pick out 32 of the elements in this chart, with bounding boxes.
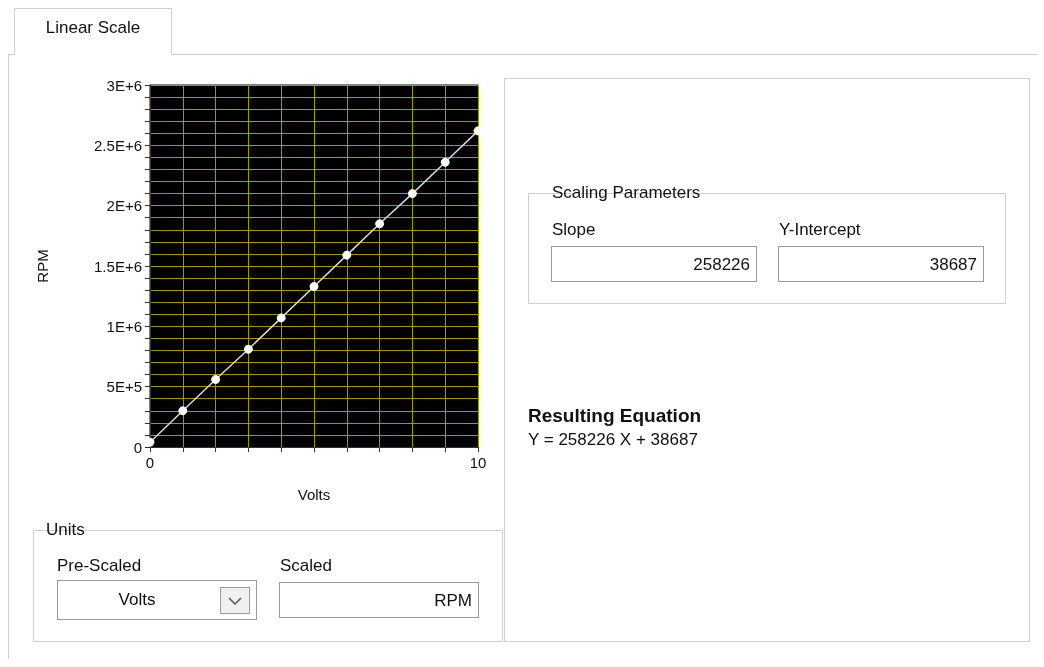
text: Units xyxy=(46,520,86,540)
y-tick-label: 5E+5 xyxy=(106,378,142,396)
x-axis-title: Volts xyxy=(297,486,331,503)
point xyxy=(375,219,385,229)
point xyxy=(309,282,319,292)
text: 38687 xyxy=(778,246,984,282)
point xyxy=(342,250,352,260)
text: RPM xyxy=(279,582,479,618)
text: Y = 258226 X + 38687 xyxy=(528,430,699,450)
text: 258226 xyxy=(551,246,757,282)
text: Slope xyxy=(552,220,597,240)
y-tick-label: 1.5E+6 xyxy=(94,257,142,275)
point xyxy=(440,157,450,167)
text: Resulting Equation xyxy=(528,405,703,427)
point xyxy=(243,344,253,354)
point xyxy=(276,313,286,323)
text: Linear Scale xyxy=(44,18,142,38)
text: Y-Intercept xyxy=(779,220,862,240)
y-tick-label: 1E+6 xyxy=(106,317,142,335)
point xyxy=(407,189,417,199)
y-axis-title: RPM xyxy=(34,249,51,283)
text: Scaled xyxy=(280,556,333,576)
text: Scaling Parameters xyxy=(552,183,702,203)
y-tick-label: 2E+6 xyxy=(106,197,142,215)
y-tick-label: 2.5E+6 xyxy=(94,136,142,154)
y-tick-label: 3E+6 xyxy=(106,76,142,94)
text: Volts xyxy=(117,589,157,611)
point xyxy=(178,406,188,416)
point xyxy=(211,374,221,384)
text: Pre-Scaled xyxy=(57,556,143,576)
x-tick-label: 10 xyxy=(469,454,487,471)
y-tick-label: 0 xyxy=(133,438,142,456)
